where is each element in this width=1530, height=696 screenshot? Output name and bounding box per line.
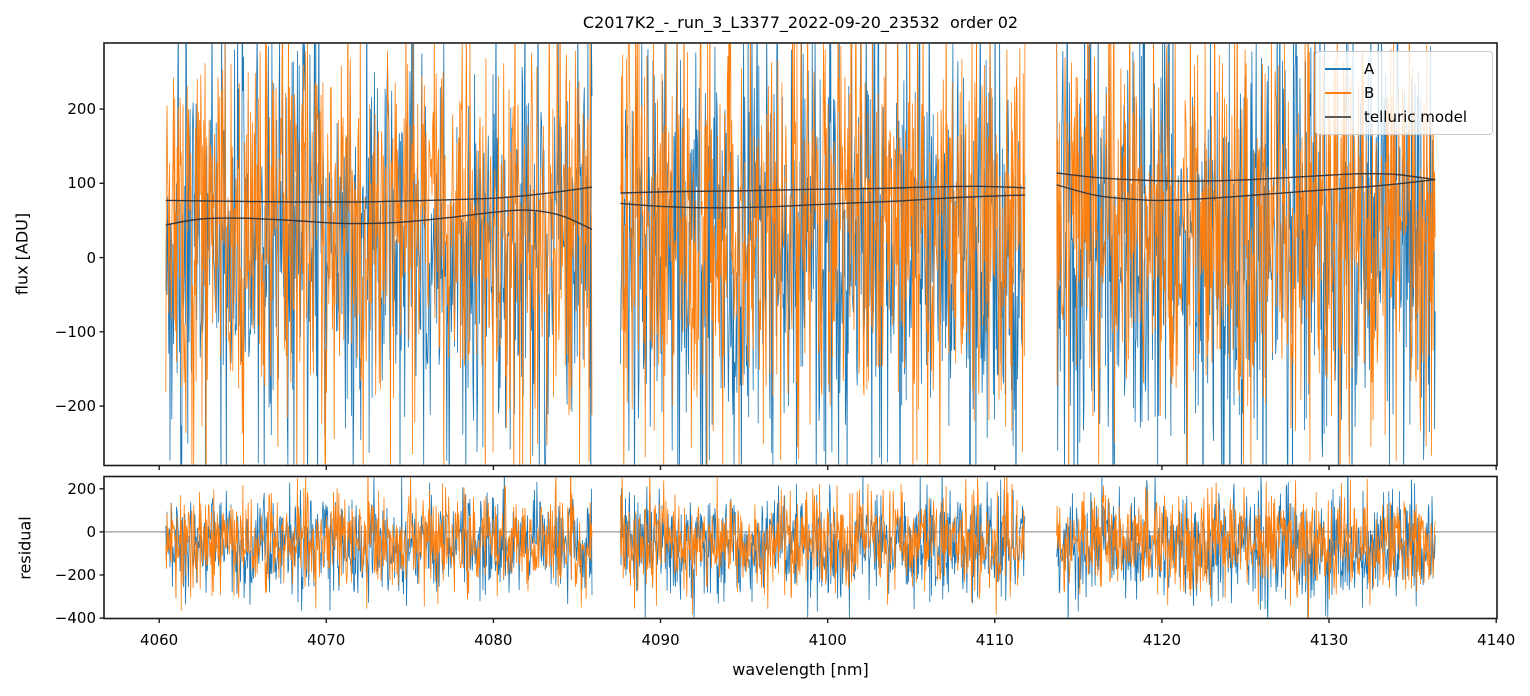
x-axis-label: wavelength [nm] — [732, 660, 869, 679]
residual-tick-label: −200 — [54, 565, 96, 584]
flux-tick-label: 100 — [67, 174, 96, 193]
telluric-model-curve-1 — [165, 209, 593, 231]
flux-panel-border — [103, 42, 1498, 467]
telluric-model-curve-3 — [620, 194, 1025, 209]
x-tick-label: 4140 — [1477, 631, 1516, 649]
x-tick-label: 4130 — [1309, 631, 1349, 649]
legend-entry-telluric-model: telluric model — [1325, 107, 1483, 126]
residual-series-B-seg1 — [620, 477, 1026, 615]
x-tick-label: 4070 — [307, 631, 346, 649]
chart-title: C2017K2_-_run_3_L3377_2022-09-20_23532 o… — [582, 13, 1019, 32]
flux-series-A-seg1 — [620, 44, 1026, 465]
x-tick-label: 4110 — [975, 631, 1014, 649]
flux-tick-label: −100 — [54, 322, 96, 341]
telluric-model-curve-2 — [620, 185, 1025, 194]
x-tick-label: 4090 — [641, 631, 680, 649]
residual-panel-data — [105, 477, 1496, 618]
residual-tick-label: 200 — [67, 479, 96, 498]
legend-label: A — [1364, 59, 1375, 78]
legend-label: telluric model — [1364, 107, 1468, 126]
legend-entry-a: A — [1325, 59, 1483, 78]
x-tick-label: 4060 — [140, 631, 179, 649]
flux-series-B-seg2 — [1056, 44, 1436, 465]
residual-tick-label: −400 — [54, 609, 96, 628]
legend-entry-b: B — [1325, 83, 1483, 102]
telluric-model-curve-0 — [165, 186, 593, 203]
residual-series-A-seg1 — [620, 477, 1026, 618]
flux-tick-label: 0 — [86, 248, 96, 267]
flux-series-B-seg0 — [165, 44, 593, 465]
telluric-model-curve-5 — [1056, 178, 1436, 202]
residual-panel-border — [103, 475, 1498, 620]
residual-series-B-seg0 — [165, 477, 593, 611]
legend-line-icon — [1325, 116, 1351, 118]
flux-series-B-seg1 — [620, 44, 1026, 465]
x-tick-label: 4120 — [1142, 631, 1181, 649]
legend-line-icon — [1325, 92, 1351, 94]
flux-panel-data — [165, 44, 1436, 465]
flux-tick-label: −200 — [54, 397, 96, 416]
x-tick-label: 4080 — [474, 631, 513, 649]
legend-label: B — [1364, 83, 1375, 102]
x-tick-label: 4100 — [808, 631, 847, 649]
residual-series-B-seg2 — [1056, 478, 1436, 618]
flux-tick-label: 200 — [67, 100, 96, 119]
residual-tick-label: 0 — [86, 522, 96, 541]
legend-line-icon — [1325, 68, 1351, 70]
telluric-model-curve-4 — [1056, 172, 1436, 182]
